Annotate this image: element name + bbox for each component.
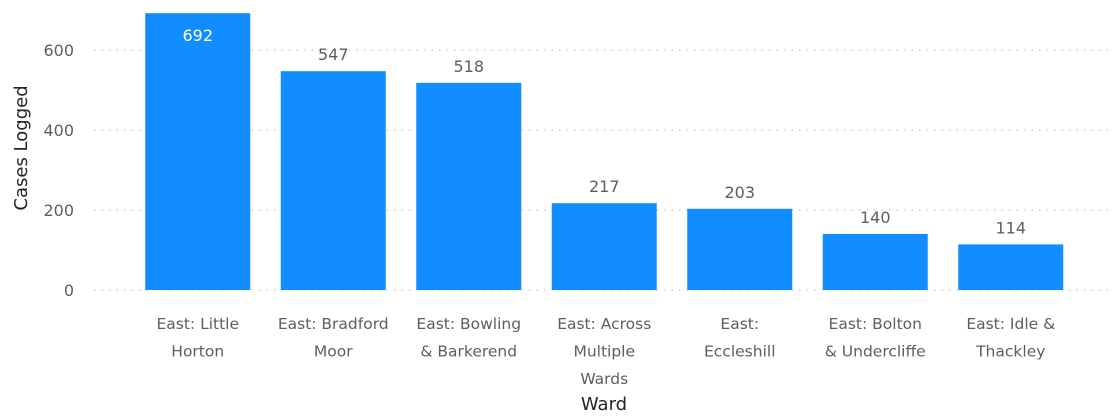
y-axis-ticks: 0 200 400 600 xyxy=(43,41,74,300)
data-label: 692 xyxy=(182,26,213,45)
x-category-label: Moor xyxy=(314,343,353,361)
x-category-label: Eccleshill xyxy=(704,343,776,361)
y-tick-label: 600 xyxy=(43,41,74,60)
data-labels: 692 547 518 217 203 140 114 xyxy=(182,26,1026,237)
bar xyxy=(958,244,1064,290)
x-category-label: East: Bolton xyxy=(829,315,922,333)
x-category-label: East: Bradford xyxy=(278,315,389,333)
y-tick-label: 400 xyxy=(43,121,74,140)
x-category-label: Thackley xyxy=(975,343,1045,361)
x-category-label: East: Bowling xyxy=(416,315,521,333)
bar xyxy=(687,208,793,290)
data-label: 547 xyxy=(318,45,349,64)
data-label: 140 xyxy=(860,208,891,227)
y-tick-label: 0 xyxy=(64,281,74,300)
x-axis-categories: East: Little Horton East: Bradford Moor East… xyxy=(156,315,1055,388)
bars xyxy=(145,13,1064,290)
bar xyxy=(416,82,522,290)
data-label: 114 xyxy=(995,218,1026,237)
data-label: 518 xyxy=(453,57,484,76)
x-category-label: East: xyxy=(720,315,759,333)
bar xyxy=(280,71,386,290)
x-category-label: East: Little xyxy=(156,315,239,333)
x-category-label: Multiple xyxy=(573,343,635,361)
x-category-label: & Barkerend xyxy=(420,343,517,361)
data-label: 203 xyxy=(724,183,755,202)
x-category-label: & Undercliffe xyxy=(825,343,926,361)
bar xyxy=(551,203,657,290)
x-category-label: East: Idle & xyxy=(966,315,1055,333)
x-category-label: Wards xyxy=(580,370,628,388)
data-label: 217 xyxy=(589,177,620,196)
bar xyxy=(822,234,928,290)
x-category-label: Horton xyxy=(171,343,224,361)
x-axis-title: Ward xyxy=(581,394,627,415)
y-tick-label: 200 xyxy=(43,201,74,220)
y-axis-title: Cases Logged xyxy=(11,85,32,210)
x-category-label: East: Across xyxy=(557,315,651,333)
bar xyxy=(145,13,251,290)
